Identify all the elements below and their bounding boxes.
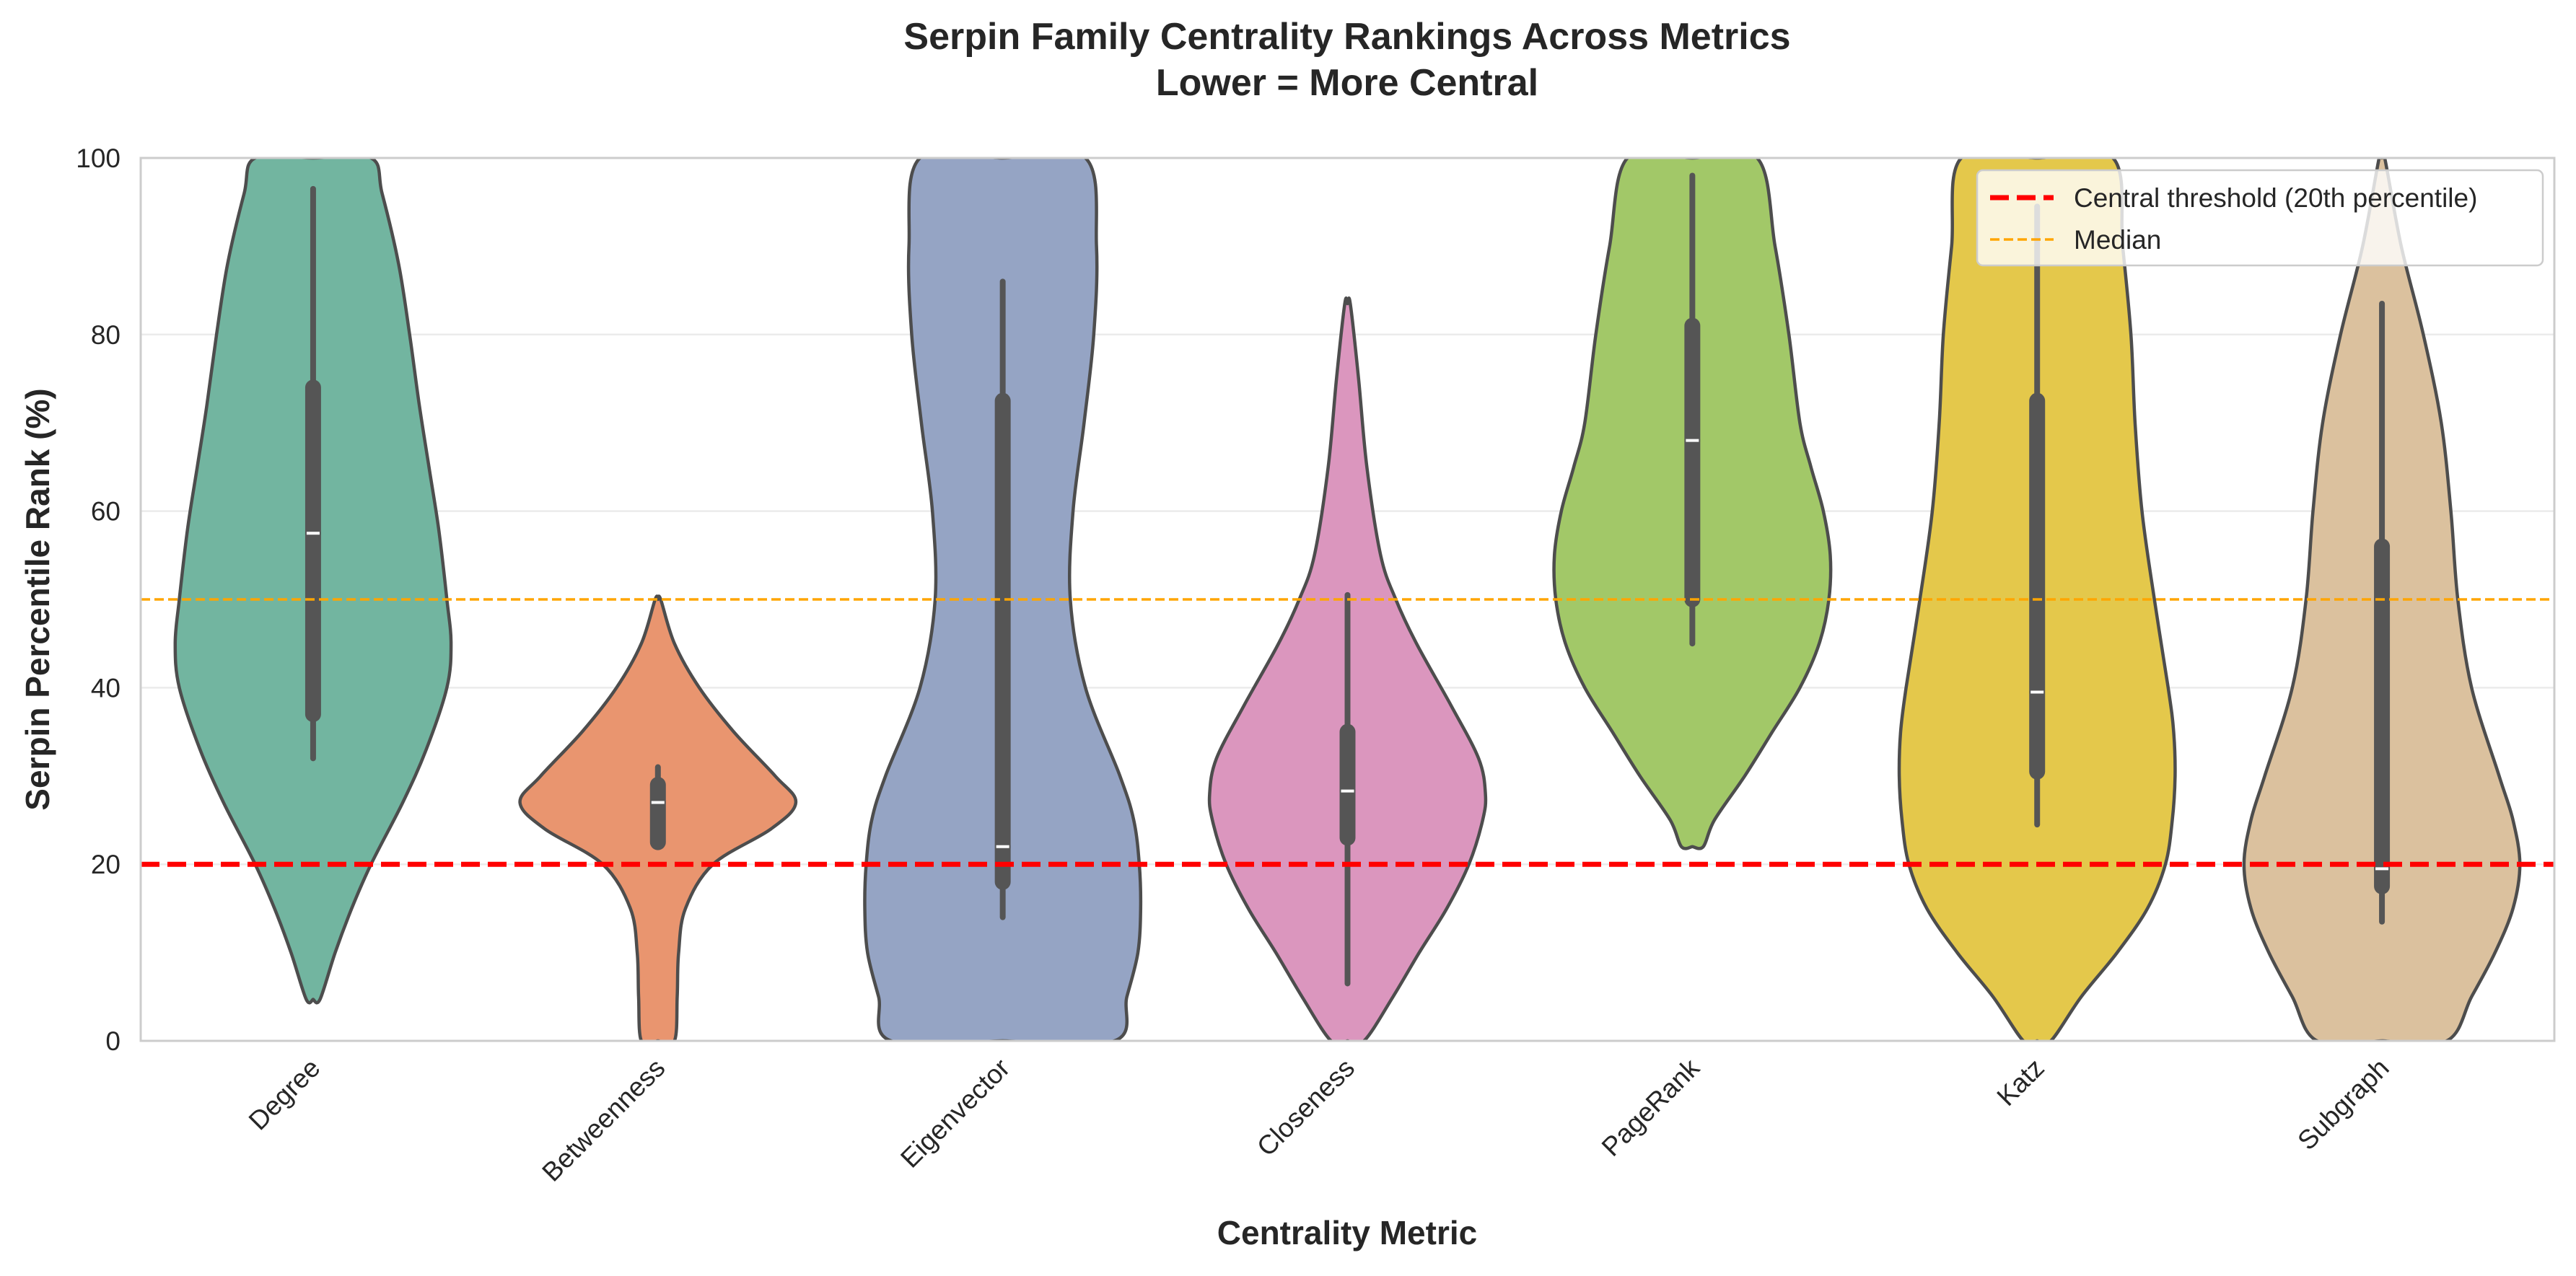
legend-box bbox=[1976, 169, 2544, 267]
chart-title-line: Serpin Family Centrality Rankings Across… bbox=[903, 16, 1790, 58]
y-axis: 0 20 40 60 80 100 bbox=[76, 144, 121, 1056]
y-tick-label: 0 bbox=[105, 1026, 121, 1056]
legend: Central threshold (20th percentile) Media… bbox=[1976, 169, 2544, 267]
violin-betweenness bbox=[518, 594, 798, 1041]
legend-label: Central threshold (20th percentile) bbox=[2074, 183, 2477, 213]
reference-lines bbox=[141, 598, 2554, 867]
x-tick-label: Degree bbox=[243, 1053, 326, 1136]
y-tick-label: 100 bbox=[76, 144, 121, 173]
violin-subgraph bbox=[2242, 158, 2522, 1041]
y-tick-label: 20 bbox=[91, 850, 121, 879]
x-tick-label: Closeness bbox=[1251, 1053, 1360, 1162]
x-tick-label: PageRank bbox=[1596, 1052, 1706, 1162]
legend-label: Median bbox=[2074, 225, 2161, 255]
plot-frame bbox=[139, 157, 2556, 1042]
x-tick-label: Betweenness bbox=[536, 1053, 670, 1187]
violin-closeness bbox=[1207, 296, 1488, 1041]
chart-subtitle-line: Lower = More Central bbox=[1156, 62, 1538, 104]
violins bbox=[173, 158, 2522, 1041]
violin-katz bbox=[1897, 158, 2177, 1041]
violin-pagerank bbox=[1552, 158, 1833, 850]
x-tick-label: Subgraph bbox=[2292, 1053, 2394, 1156]
y-tick-label: 80 bbox=[91, 320, 121, 350]
x-tick-label: Eigenvector bbox=[895, 1053, 1015, 1174]
y-axis-label: Serpin Percentile Rank (%) bbox=[19, 388, 56, 810]
x-axis: Degree Betweenness Eigenvector Closeness Pag… bbox=[243, 1052, 2395, 1187]
chart-title: Serpin Family Centrality Rankings Across… bbox=[903, 16, 1790, 104]
x-axis-label: Centrality Metric bbox=[1217, 1214, 1477, 1251]
violin-eigenvector bbox=[863, 158, 1143, 1041]
y-tick-label: 40 bbox=[91, 673, 121, 703]
y-tick-label: 60 bbox=[91, 497, 121, 527]
violin-degree bbox=[173, 158, 453, 1005]
x-tick-label: Katz bbox=[1992, 1053, 2050, 1112]
